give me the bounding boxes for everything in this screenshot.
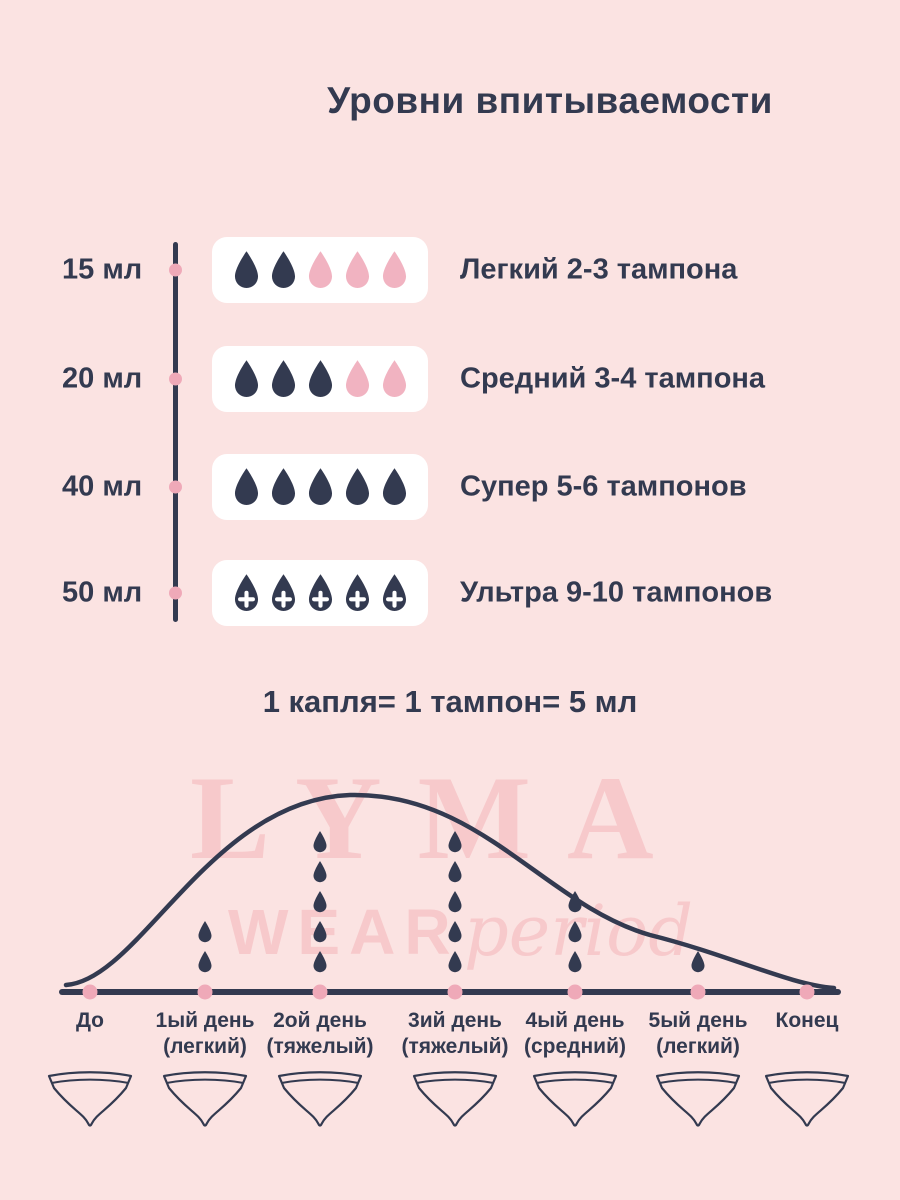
panties-icon: [162, 1071, 248, 1127]
flow-drop-icon: [448, 891, 462, 913]
timeline-day-dot: [447, 984, 463, 1000]
flow-drop-icon: [313, 921, 327, 943]
dark-drop-icon: [234, 467, 258, 505]
panties-icon: [412, 1071, 498, 1127]
flow-drop-icon: [448, 861, 462, 883]
day-label: До: [5, 1008, 175, 1034]
pink-drop-icon: [382, 359, 406, 397]
volume-marker-dot: [169, 372, 182, 386]
day-label: 3ий день (тяжелый): [370, 1008, 540, 1061]
day-intensity: (легкий): [163, 1035, 247, 1059]
day-name: 1ый день: [155, 1009, 255, 1032]
day-intensity: (легкий): [656, 1035, 740, 1059]
pink-drop-icon: [308, 250, 332, 288]
timeline-day-dot: [82, 984, 98, 1000]
day-label: Конец: [722, 1008, 892, 1034]
timeline-day-dot: [567, 984, 583, 1000]
day-label: 1ый день (легкий): [120, 1008, 290, 1061]
panties-icon: [764, 1071, 850, 1127]
day-name: 4ый день: [525, 1009, 625, 1032]
plus-drop-icon: [382, 573, 406, 611]
volume-label: 20 мл: [62, 362, 143, 395]
plus-drop-icon: [234, 573, 258, 611]
dark-drop-icon: [308, 467, 332, 505]
flow-drop-icon: [313, 861, 327, 883]
level-label: Средний 3-4 тампона: [460, 362, 766, 395]
flow-drop-icon: [568, 921, 582, 943]
absorbency-row: 20 мл Средний 3-4 тампона: [0, 346, 900, 412]
day-intensity: (тяжелый): [401, 1035, 509, 1059]
panties-icon: [277, 1071, 363, 1127]
absorbency-row: 15 мл Легкий 2-3 тампона: [0, 237, 900, 303]
flow-drop-icon: [448, 831, 462, 853]
volume-marker-dot: [169, 586, 182, 600]
flow-drop-icon: [198, 951, 212, 973]
page-title: Уровни впитываемости: [327, 80, 773, 121]
level-label: Супер 5-6 тампонов: [460, 470, 747, 503]
dark-drop-icon: [345, 467, 369, 505]
flow-drop-icon: [313, 831, 327, 853]
day-name: 5ый день: [648, 1009, 748, 1032]
day-name: Конец: [775, 1009, 839, 1032]
level-label: Ультра 9-10 тампонов: [460, 576, 773, 609]
day-label: 4ый день (средний): [490, 1008, 660, 1061]
flow-drop-icon: [198, 921, 212, 943]
volume-axis-line: [173, 242, 178, 622]
dark-drop-icon: [271, 467, 295, 505]
pink-drop-icon: [345, 250, 369, 288]
plus-drop-icon: [308, 573, 332, 611]
plus-drop-icon: [271, 573, 295, 611]
panties-icon: [655, 1071, 741, 1127]
timeline-day-dot: [197, 984, 213, 1000]
panties-icon: [532, 1071, 618, 1127]
timeline-day-dot: [799, 984, 815, 1000]
plus-drop-icon: [345, 573, 369, 611]
day-label: 2ой день (тяжелый): [235, 1008, 405, 1061]
drops-card: [212, 346, 428, 412]
flow-drop-icon: [448, 951, 462, 973]
flow-drop-icon: [448, 921, 462, 943]
watermark-wear: WEAR: [228, 896, 460, 968]
day-intensity: (средний): [523, 1035, 626, 1059]
dark-drop-icon: [271, 250, 295, 288]
day-intensity: (тяжелый): [266, 1035, 374, 1059]
pink-drop-icon: [382, 250, 406, 288]
day-name: 2ой день: [273, 1009, 367, 1032]
flow-curve: [63, 792, 837, 991]
volume-label: 50 мл: [62, 576, 143, 609]
timeline-day-dot: [690, 984, 706, 1000]
volume-marker-dot: [169, 480, 182, 494]
drops-card: [212, 237, 428, 303]
dark-drop-icon: [234, 250, 258, 288]
drops-card: [212, 454, 428, 520]
day-name: 3ий день: [408, 1009, 502, 1032]
level-label: Легкий 2-3 тампона: [460, 253, 738, 286]
dark-drop-icon: [271, 359, 295, 397]
absorbency-row: 40 мл Супер 5-6 тампонов: [0, 454, 900, 520]
absorbency-row: 50 мл Ультра 9-10 тампонов: [0, 560, 900, 626]
volume-label: 40 мл: [62, 470, 143, 503]
cycle-flow-chart: [59, 792, 841, 1000]
flow-drop-icon: [313, 891, 327, 913]
drops-card: [212, 560, 428, 626]
flow-drop-icon: [691, 951, 705, 973]
dark-drop-icon: [382, 467, 406, 505]
panties-icon: [47, 1071, 133, 1127]
flow-drop-icon: [568, 951, 582, 973]
day-label: 5ый день (легкий): [613, 1008, 783, 1061]
dark-drop-icon: [234, 359, 258, 397]
day-name: До: [75, 1009, 105, 1032]
timeline-day-dot: [312, 984, 328, 1000]
volume-label: 15 мл: [62, 253, 143, 286]
drop-equivalence-note: 1 капля= 1 тампон= 5 мл: [262, 684, 638, 719]
flow-drop-icon: [568, 891, 582, 913]
flow-drop-icon: [313, 951, 327, 973]
dark-drop-icon: [308, 359, 332, 397]
volume-marker-dot: [169, 263, 182, 277]
pink-drop-icon: [345, 359, 369, 397]
